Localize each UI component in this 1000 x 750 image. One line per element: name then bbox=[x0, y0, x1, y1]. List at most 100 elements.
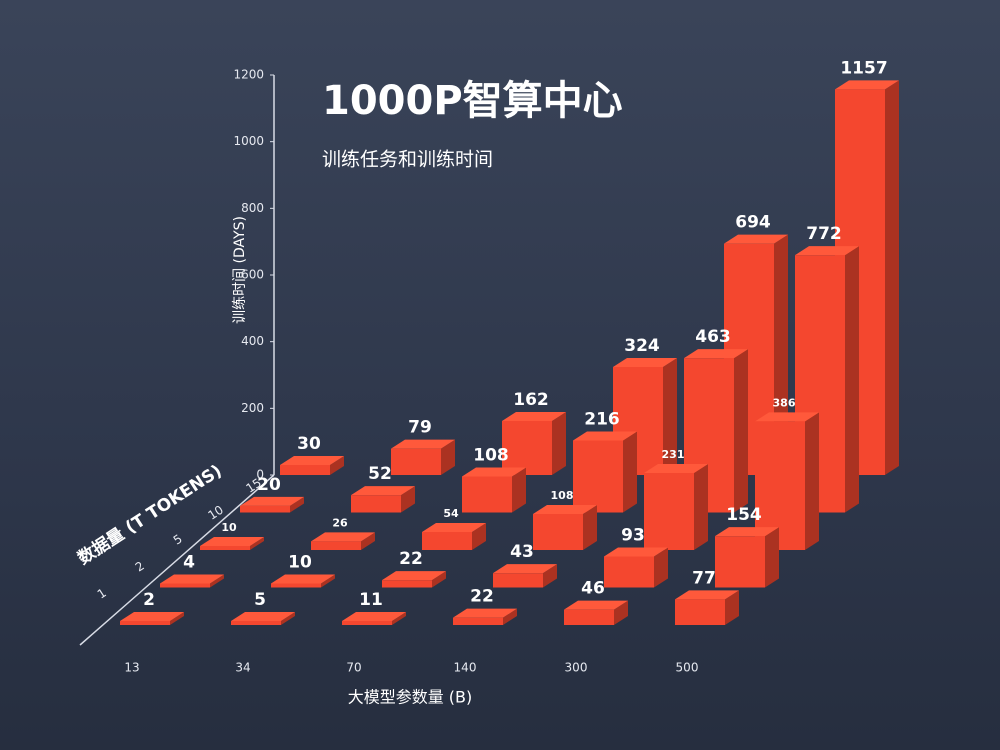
bar-top bbox=[311, 532, 375, 542]
bar-side bbox=[614, 600, 628, 625]
bar-side bbox=[543, 564, 557, 588]
bar-side bbox=[503, 608, 517, 625]
bar-top bbox=[533, 505, 597, 514]
bar-front bbox=[280, 465, 330, 475]
bar bbox=[280, 456, 344, 475]
value-label: 20 bbox=[257, 475, 281, 495]
bar-side bbox=[432, 571, 446, 588]
bar-side bbox=[281, 612, 295, 625]
bar-side bbox=[330, 456, 344, 475]
bar-top bbox=[724, 234, 788, 244]
bar-side bbox=[623, 431, 637, 513]
y-tick-label: 1200 bbox=[233, 68, 264, 82]
bar-front bbox=[493, 573, 543, 588]
bar-side bbox=[321, 574, 335, 588]
x-tick-label: 300 bbox=[565, 661, 588, 675]
bar-top bbox=[604, 547, 668, 557]
bar-front bbox=[311, 541, 361, 550]
value-label: 216 bbox=[584, 410, 620, 430]
bar bbox=[675, 590, 739, 625]
x-tick-label: 13 bbox=[124, 661, 139, 675]
bar-front bbox=[453, 617, 503, 625]
bar-side bbox=[250, 537, 264, 550]
bar-top bbox=[280, 456, 344, 465]
bar-side bbox=[290, 496, 304, 513]
bar bbox=[493, 564, 557, 588]
bar bbox=[391, 439, 455, 475]
bar-top bbox=[391, 439, 455, 449]
bar-top bbox=[120, 612, 184, 621]
bar bbox=[351, 486, 415, 513]
value-label: 54 bbox=[443, 507, 459, 520]
bar bbox=[564, 600, 628, 625]
bar-front bbox=[231, 621, 281, 625]
y-axis-title: 训练时间 (DAYS) bbox=[232, 216, 248, 324]
bar-top bbox=[835, 80, 899, 90]
bar-top bbox=[453, 608, 517, 618]
bar-top bbox=[502, 412, 566, 421]
bar-front bbox=[533, 514, 583, 550]
bar-top bbox=[675, 590, 739, 600]
bar bbox=[160, 574, 224, 588]
value-label: 11 bbox=[359, 590, 383, 610]
value-label: 46 bbox=[581, 579, 605, 599]
bar-side bbox=[654, 547, 668, 588]
bar-top bbox=[231, 612, 295, 621]
z-tick-label: 10 bbox=[206, 503, 226, 523]
bar-top bbox=[422, 523, 486, 532]
value-label: 108 bbox=[551, 489, 574, 502]
bar-top bbox=[755, 412, 819, 422]
z-axis bbox=[79, 474, 275, 646]
x-tick-label: 70 bbox=[346, 661, 361, 675]
bar-side bbox=[845, 246, 859, 513]
bar bbox=[311, 532, 375, 550]
bar-front bbox=[200, 546, 250, 550]
bar-front bbox=[422, 532, 472, 550]
bar bbox=[240, 496, 304, 513]
bar-front bbox=[715, 536, 765, 588]
bar bbox=[715, 527, 779, 588]
bar-top bbox=[795, 246, 859, 256]
bar-side bbox=[663, 358, 677, 475]
value-label: 162 bbox=[513, 390, 549, 410]
bar bbox=[231, 612, 295, 625]
bar-front bbox=[271, 583, 321, 588]
bar bbox=[271, 574, 335, 588]
bar-front bbox=[160, 583, 210, 588]
value-label: 772 bbox=[806, 224, 842, 244]
value-label: 2 bbox=[143, 590, 155, 610]
z-tick-label: 15 bbox=[244, 476, 264, 496]
bar-side bbox=[441, 439, 455, 475]
bar-top bbox=[715, 527, 779, 537]
value-label: 30 bbox=[297, 434, 321, 454]
bar-top bbox=[342, 612, 406, 621]
bar-front bbox=[675, 599, 725, 625]
x-tick-label: 500 bbox=[676, 661, 699, 675]
value-label: 22 bbox=[399, 549, 423, 569]
value-label: 93 bbox=[621, 526, 645, 546]
value-label: 4 bbox=[183, 553, 195, 573]
value-label: 463 bbox=[695, 327, 731, 347]
bar-side bbox=[512, 467, 526, 513]
value-label: 324 bbox=[624, 336, 660, 356]
value-label: 43 bbox=[510, 542, 534, 562]
value-label: 1157 bbox=[840, 58, 887, 78]
bar-front bbox=[382, 580, 432, 588]
bar-side bbox=[694, 464, 708, 550]
bar-top bbox=[493, 564, 557, 574]
y-tick-label: 0 bbox=[256, 468, 264, 482]
bar-side bbox=[361, 532, 375, 550]
value-label: 10 bbox=[288, 553, 312, 573]
y-tick-label: 800 bbox=[241, 201, 264, 215]
bar-top bbox=[564, 600, 628, 610]
y-tick-label: 1000 bbox=[233, 134, 264, 148]
bar bbox=[533, 505, 597, 550]
bar bbox=[120, 612, 184, 625]
y-tick-label: 600 bbox=[241, 268, 264, 282]
bar-front bbox=[120, 621, 170, 625]
bar-front bbox=[391, 448, 441, 475]
bar bbox=[604, 547, 668, 588]
y-tick-label: 200 bbox=[241, 401, 264, 415]
x-tick-label: 34 bbox=[235, 661, 250, 675]
